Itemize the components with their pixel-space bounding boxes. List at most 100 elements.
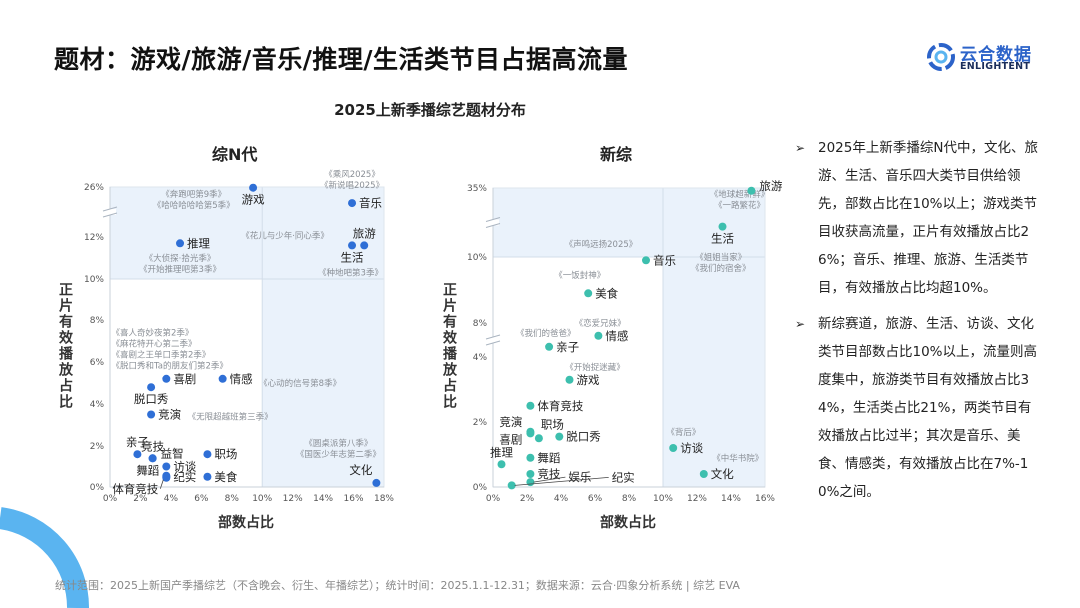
y-tick-label: 10% xyxy=(84,275,104,285)
data-point-旅游 xyxy=(360,241,369,250)
program-annotation: 《开始推理吧第3季》 xyxy=(139,264,221,275)
axis-break-mark xyxy=(485,223,501,228)
data-point-情感 xyxy=(594,331,603,340)
data-label: 情感 xyxy=(230,372,253,386)
data-label: 竞技 xyxy=(537,467,560,481)
data-label: 纪实 xyxy=(612,470,635,484)
data-label: 纪实 xyxy=(173,470,196,484)
data-point-脱口秀 xyxy=(147,383,156,392)
axis-break-mark xyxy=(485,217,501,222)
data-point-文化 xyxy=(699,470,708,478)
data-label: 舞蹈 xyxy=(136,464,159,478)
data-point-生活 xyxy=(718,222,727,231)
x-tick-label: 14% xyxy=(313,494,333,504)
program-annotation: 《心动的信号第8季》 xyxy=(259,378,341,389)
program-annotation: 《一路繁花》 xyxy=(714,200,765,211)
insight-text: 新综赛道，旅游、生活、访谈、文化类节目部数占比10%以上，流量则高度集中，旅游类… xyxy=(818,316,1038,500)
x-tick-label: 16% xyxy=(755,494,775,504)
y-tick-label: 0% xyxy=(473,483,488,493)
axis-break-gap xyxy=(487,337,499,343)
data-point-音乐 xyxy=(348,199,357,208)
x-tick-label: 12% xyxy=(687,494,707,504)
program-annotation: 《中华书院》 xyxy=(712,453,763,464)
data-point-娱乐 xyxy=(526,478,535,487)
y-tick-label: 0% xyxy=(90,483,105,493)
x-tick-label: 6% xyxy=(194,494,209,504)
right-y-axis-label: 正片有效播放占比 xyxy=(441,282,457,410)
program-annotation: 《背后》 xyxy=(666,427,700,438)
left-chart-title: 综N代 xyxy=(212,145,258,164)
data-label: 体育竞技 xyxy=(537,399,583,413)
data-label: 推理 xyxy=(187,236,210,250)
data-label: 喜剧 xyxy=(173,372,196,386)
data-point-生活 xyxy=(348,241,357,250)
x-tick-label: 6% xyxy=(588,494,603,504)
data-label: 舞蹈 xyxy=(537,451,560,465)
data-label: 访谈 xyxy=(680,441,703,455)
data-label: 访谈 xyxy=(173,460,196,474)
y-tick-label: 2% xyxy=(90,442,105,452)
data-label: 职场 xyxy=(541,417,564,431)
program-annotation: 《一饭封神》 xyxy=(554,270,605,281)
data-label: 脱口秀 xyxy=(134,392,169,406)
data-point-情感 xyxy=(218,374,227,383)
data-point-脱口秀 xyxy=(555,432,564,441)
data-label: 亲子 xyxy=(556,340,579,354)
data-point-益智 xyxy=(148,454,157,463)
arrow-bullet-icon: ➢ xyxy=(795,317,806,331)
data-point-访谈 xyxy=(669,444,678,452)
program-annotation: 《脱口秀和Ta的朋友们第2季》 xyxy=(112,361,228,372)
y-tick-label: 2% xyxy=(473,418,488,428)
x-tick-label: 8% xyxy=(622,494,637,504)
insights-list: ➢ 2025年上新季播综N代中，文化、旅游、生活、音乐四大类节目供给领先，部数占… xyxy=(795,134,1043,514)
x-tick-label: 18% xyxy=(374,494,394,504)
data-label: 体育竞技 xyxy=(112,482,158,496)
program-annotation: 《圆桌派第八季》 xyxy=(304,438,372,449)
data-point-体育竞技 xyxy=(526,401,535,410)
y-tick-label: 35% xyxy=(467,184,487,194)
y-tick-label: 6% xyxy=(90,358,105,368)
data-label: 亲子 xyxy=(126,435,149,449)
page-title: 题材：游戏/旅游/音乐/推理/生活类节目占据高流量 xyxy=(54,45,629,74)
data-label: 游戏 xyxy=(242,193,265,207)
program-annotation: 《哈哈哈哈哈第5季》 xyxy=(153,200,235,211)
data-point-喜剧 xyxy=(162,374,171,383)
logo-text-cn: 云合数据 xyxy=(960,45,1032,65)
y-tick-label: 26% xyxy=(84,183,104,193)
data-point-旅游 xyxy=(747,186,756,195)
insight-text: 2025年上新季播综N代中，文化、旅游、生活、音乐四大类节目供给领先，部数占比在… xyxy=(818,140,1038,296)
program-annotation: 《无限超越班第三季》 xyxy=(188,412,273,423)
data-point-舞蹈 xyxy=(526,453,535,462)
axis-break-gap xyxy=(487,219,499,226)
x-tick-label: 8% xyxy=(225,494,240,504)
program-annotation: 《花儿与少年·同心季》 xyxy=(241,231,329,242)
right-chart-title: 新综 xyxy=(600,145,633,164)
data-label: 生活 xyxy=(711,232,734,246)
insight-item: ➢ 新综赛道，旅游、生活、访谈、文化类节目部数占比10%以上，流量则高度集中，旅… xyxy=(795,310,1043,506)
decorative-arc xyxy=(0,507,90,608)
axis-break-gap xyxy=(104,209,116,215)
data-label: 文化 xyxy=(711,467,734,481)
insight-item: ➢ 2025年上新季播综N代中，文化、旅游、生活、音乐四大类节目供给领先，部数占… xyxy=(795,134,1043,302)
data-point-竞演 xyxy=(147,410,156,419)
data-point-竞技 xyxy=(526,470,535,478)
program-annotation: 《开始捉迷藏》 xyxy=(565,362,625,373)
data-label: 竞演 xyxy=(499,415,522,429)
data-label: 竞技 xyxy=(141,439,164,453)
program-annotation: 《声鸣远扬2025》 xyxy=(565,239,638,250)
right-x-axis-label: 部数占比 xyxy=(600,515,656,531)
data-point-亲子 xyxy=(133,450,142,459)
y-tick-label: 8% xyxy=(473,319,488,329)
x-tick-label: 4% xyxy=(164,494,179,504)
arrow-bullet-icon: ➢ xyxy=(795,141,806,155)
axis-break-mark xyxy=(485,334,501,340)
data-label: 益智 xyxy=(161,446,184,460)
program-annotation: 《恋爱兄妹》 xyxy=(575,318,626,329)
data-point-游戏 xyxy=(249,183,258,192)
program-annotation: 《国医少年志第二季》 xyxy=(296,449,381,460)
data-label: 游戏 xyxy=(577,373,600,387)
data-point-亲子 xyxy=(545,342,554,351)
data-point-访谈 xyxy=(162,462,171,471)
data-label: 旅游 xyxy=(759,179,782,193)
